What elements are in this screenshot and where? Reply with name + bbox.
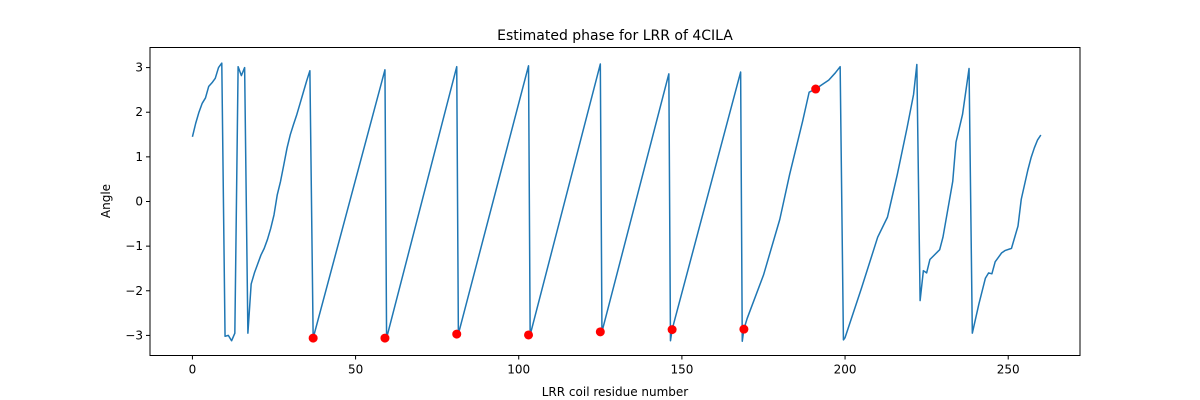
marker-point-4 [595,327,605,337]
series-line-0 [191,62,1042,342]
y-tick-label: 2 [135,105,143,119]
y-tick-label: −2 [125,284,143,298]
y-tick-label: −3 [125,328,143,342]
marker-point-7 [811,84,821,94]
x-axis-label: LRR coil residue number [542,385,689,399]
marker-point-2 [452,329,462,339]
y-tick-label: 1 [135,150,143,164]
x-tick-label: 50 [348,363,363,377]
y-axis: −3 −2 −1 0 1 2 3 [125,61,150,342]
marker-point-1 [380,333,390,343]
chart-title: Estimated phase for LRR of 4CILA [497,28,733,44]
y-tick-label: −1 [125,239,143,253]
y-tick-label: 3 [135,61,143,75]
plot-area [191,62,1042,343]
x-tick-label: 250 [997,363,1020,377]
x-tick-label: 0 [189,363,197,377]
y-axis-label: Angle [99,184,113,218]
x-tick-label: 150 [670,363,693,377]
marker-point-3 [524,330,534,340]
x-tick-label: 100 [507,363,530,377]
y-tick-label: 0 [135,195,143,209]
x-axis: 0 50 100 150 200 250 [189,355,1020,377]
x-tick-label: 200 [834,363,857,377]
marker-point-0 [308,333,318,343]
marker-point-6 [739,324,749,334]
marker-point-5 [667,325,677,335]
